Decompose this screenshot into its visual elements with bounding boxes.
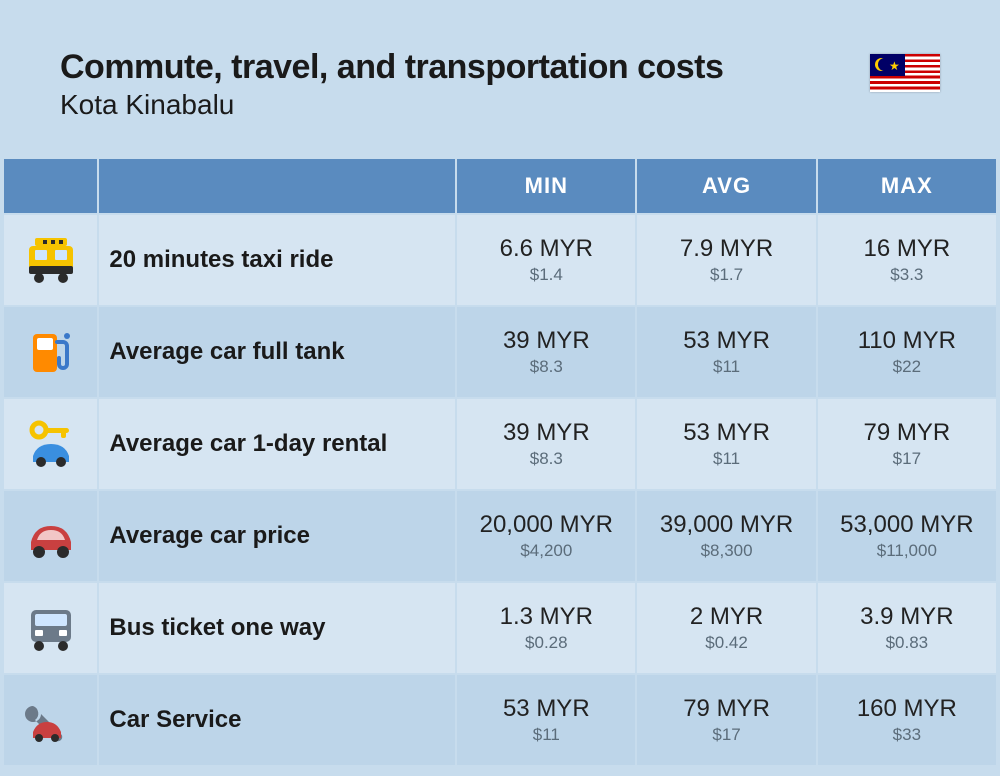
max-usd: $17 [818,449,996,469]
min-myr: 20,000 MYR [457,511,635,539]
max-usd: $0.83 [818,633,996,653]
row-avg: 39,000 MYR$8,300 [637,491,815,581]
avg-myr: 7.9 MYR [637,235,815,263]
table-row: Bus ticket one way1.3 MYR$0.282 MYR$0.42… [4,583,996,673]
max-myr: 3.9 MYR [818,603,996,631]
col-avg: AVG [637,159,815,213]
min-myr: 1.3 MYR [457,603,635,631]
avg-myr: 79 MYR [637,695,815,723]
row-label: Average car 1-day rental [99,399,455,489]
row-avg: 53 MYR$11 [637,399,815,489]
row-icon-cell [4,675,97,765]
max-myr: 16 MYR [818,235,996,263]
row-min: 39 MYR$8.3 [457,307,635,397]
table-row: 20 minutes taxi ride6.6 MYR$1.47.9 MYR$1… [4,215,996,305]
max-usd: $22 [818,357,996,377]
row-icon-cell [4,491,97,581]
row-avg: 79 MYR$17 [637,675,815,765]
min-usd: $1.4 [457,265,635,285]
avg-myr: 39,000 MYR [637,511,815,539]
col-label [99,159,455,213]
max-usd: $33 [818,725,996,745]
car-icon [23,508,79,564]
row-max: 160 MYR$33 [818,675,996,765]
row-icon-cell [4,399,97,489]
table-row: Average car full tank39 MYR$8.353 MYR$11… [4,307,996,397]
row-min: 53 MYR$11 [457,675,635,765]
row-icon-cell [4,307,97,397]
page-title: Commute, travel, and transportation cost… [60,48,723,87]
min-myr: 53 MYR [457,695,635,723]
row-icon-cell [4,583,97,673]
row-max: 79 MYR$17 [818,399,996,489]
max-myr: 79 MYR [818,419,996,447]
avg-usd: $11 [637,449,815,469]
row-label: Average car full tank [99,307,455,397]
min-myr: 39 MYR [457,327,635,355]
min-myr: 39 MYR [457,419,635,447]
col-min: MIN [457,159,635,213]
row-min: 1.3 MYR$0.28 [457,583,635,673]
min-usd: $8.3 [457,449,635,469]
col-icon [4,159,97,213]
min-myr: 6.6 MYR [457,235,635,263]
row-label: Car Service [99,675,455,765]
header: Commute, travel, and transportation cost… [0,0,1000,157]
avg-usd: $1.7 [637,265,815,285]
min-usd: $11 [457,725,635,745]
max-myr: 53,000 MYR [818,511,996,539]
row-avg: 7.9 MYR$1.7 [637,215,815,305]
title-block: Commute, travel, and transportation cost… [60,48,723,121]
bus-icon [23,600,79,656]
row-max: 110 MYR$22 [818,307,996,397]
avg-usd: $17 [637,725,815,745]
max-myr: 160 MYR [818,695,996,723]
col-max: MAX [818,159,996,213]
avg-myr: 53 MYR [637,327,815,355]
row-max: 16 MYR$3.3 [818,215,996,305]
taxi-icon [23,232,79,288]
min-usd: $4,200 [457,541,635,561]
cost-table: MIN AVG MAX 20 minutes taxi ride6.6 MYR$… [2,157,998,767]
max-myr: 110 MYR [818,327,996,355]
row-min: 39 MYR$8.3 [457,399,635,489]
flag-malaysia-icon: ★ [870,54,940,92]
table-header-row: MIN AVG MAX [4,159,996,213]
page-subtitle: Kota Kinabalu [60,89,723,121]
row-min: 20,000 MYR$4,200 [457,491,635,581]
service-icon [23,692,79,748]
row-label: Bus ticket one way [99,583,455,673]
fuel-icon [23,324,79,380]
table-row: Car Service53 MYR$1179 MYR$17160 MYR$33 [4,675,996,765]
min-usd: $8.3 [457,357,635,377]
avg-myr: 2 MYR [637,603,815,631]
row-label: 20 minutes taxi ride [99,215,455,305]
min-usd: $0.28 [457,633,635,653]
row-min: 6.6 MYR$1.4 [457,215,635,305]
max-usd: $11,000 [818,541,996,561]
row-avg: 2 MYR$0.42 [637,583,815,673]
avg-myr: 53 MYR [637,419,815,447]
row-max: 53,000 MYR$11,000 [818,491,996,581]
avg-usd: $11 [637,357,815,377]
table-row: Average car 1-day rental39 MYR$8.353 MYR… [4,399,996,489]
rental-icon [23,416,79,472]
row-max: 3.9 MYR$0.83 [818,583,996,673]
row-label: Average car price [99,491,455,581]
avg-usd: $8,300 [637,541,815,561]
table-row: Average car price20,000 MYR$4,20039,000 … [4,491,996,581]
row-icon-cell [4,215,97,305]
row-avg: 53 MYR$11 [637,307,815,397]
max-usd: $3.3 [818,265,996,285]
avg-usd: $0.42 [637,633,815,653]
